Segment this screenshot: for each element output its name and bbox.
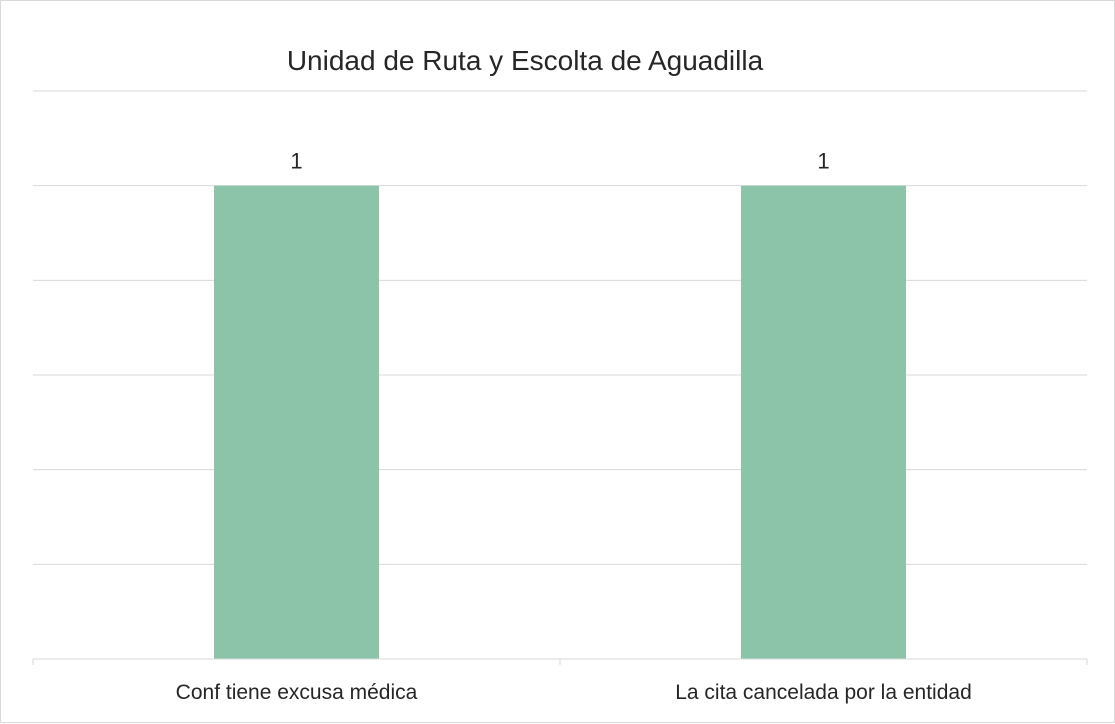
data-label: 1	[290, 149, 302, 174]
x-tick-label: La cita cancelada por la entidad	[675, 681, 972, 704]
data-label: 1	[817, 149, 829, 174]
x-tick-label: Conf tiene excusa médica	[176, 681, 418, 704]
x-axis: Conf tiene excusa médica La cita cancelad…	[32, 658, 1088, 704]
chart-title: Unidad de Ruta y Escolta de Aguadilla	[287, 45, 764, 76]
bars	[214, 185, 906, 659]
bar	[214, 185, 379, 659]
bar	[741, 185, 906, 659]
gridlines	[33, 90, 1087, 565]
